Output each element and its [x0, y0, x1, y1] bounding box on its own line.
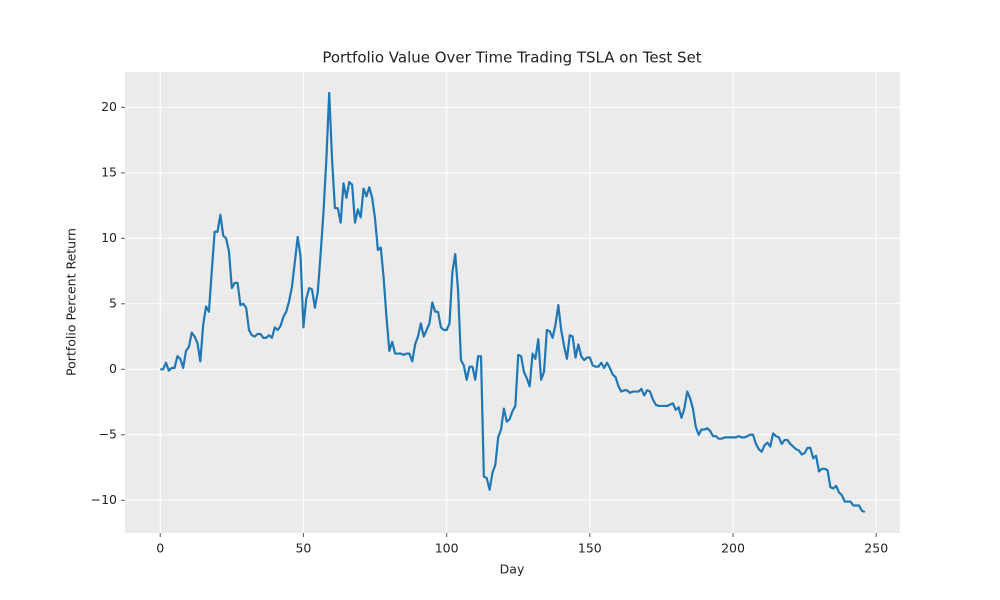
y-axis-label: Portfolio Percent Return [64, 228, 79, 376]
y-tick-label: 5 [109, 295, 117, 310]
x-tick-label: 0 [156, 541, 164, 556]
y-tick-label: 20 [101, 99, 117, 114]
y-tick-label: −10 [91, 492, 117, 507]
x-tick-label: 50 [295, 541, 311, 556]
chart-title: Portfolio Value Over Time Trading TSLA o… [322, 49, 701, 67]
y-tick-label: 15 [101, 164, 117, 179]
plot-area [125, 72, 900, 533]
x-tick-label: 150 [578, 541, 602, 556]
y-tick-label: 0 [109, 361, 117, 376]
x-axis-label: Day [500, 562, 525, 577]
data-line [160, 91, 866, 514]
x-tick-label: 100 [435, 541, 459, 556]
x-tick-label: 250 [864, 541, 888, 556]
x-tick-label: 200 [721, 541, 745, 556]
y-tick-label: −5 [99, 426, 117, 441]
y-tick-label: 10 [101, 230, 117, 245]
